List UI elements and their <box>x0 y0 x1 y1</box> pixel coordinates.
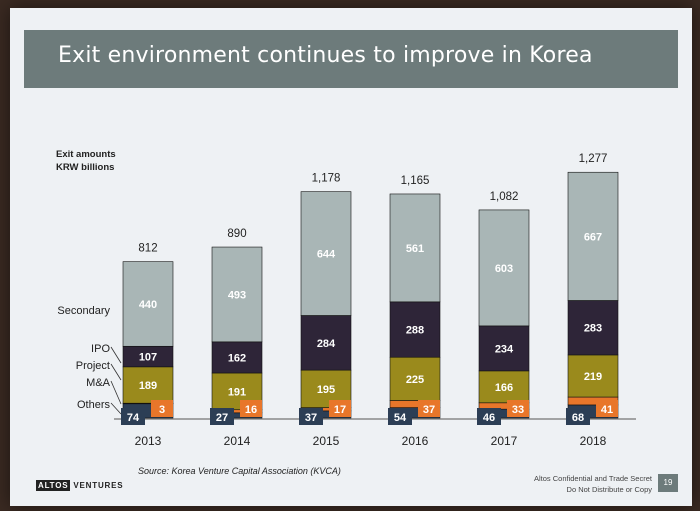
data-label-others-2018: 68 <box>572 412 584 424</box>
label-box-others-2013 <box>121 408 145 425</box>
data-label-project-2016: 225 <box>406 374 424 386</box>
data-label-ipo-2013: 107 <box>139 352 157 364</box>
slide-title: Exit environment continues to improve in… <box>58 43 593 68</box>
bar-secondary-2013 <box>122 261 174 347</box>
legend-connector-ipo <box>110 346 122 364</box>
label-box-others-2018 <box>566 408 590 425</box>
data-label-ipo-2018: 283 <box>584 323 602 335</box>
x-tick-label-2015: 2015 <box>313 434 340 448</box>
total-label-2018: 1,277 <box>579 153 608 165</box>
bar-secondary-2014 <box>211 246 263 343</box>
bar-project-2018 <box>567 354 619 398</box>
data-label-others-2015: 37 <box>305 412 317 424</box>
x-tick-label-2018: 2018 <box>580 434 607 448</box>
title-bar: Exit environment continues to improve in… <box>24 30 678 88</box>
data-label-project-2018: 219 <box>584 371 602 383</box>
label-box-ma-2016 <box>418 400 440 417</box>
x-tick-label-2016: 2016 <box>402 434 429 448</box>
label-box-ma-2014 <box>240 400 262 417</box>
data-label-ma-2013: 3 <box>159 404 165 416</box>
label-box-ma-2015 <box>329 400 351 417</box>
total-label-2017: 1,082 <box>490 191 519 203</box>
confidential-line-1: Altos Confidential and Trade Secret <box>534 474 652 483</box>
y-axis-label-line: Exit amounts <box>56 149 116 160</box>
legend-m-a: M&A <box>86 377 111 389</box>
legend-connector-m-a <box>110 380 122 405</box>
bar-secondary-2016 <box>389 193 441 303</box>
x-tick-label-2017: 2017 <box>491 434 518 448</box>
bar-ipo-2016 <box>389 301 441 358</box>
label-box-others-2015 <box>299 408 323 425</box>
legend-connector-project <box>110 363 122 381</box>
confidential-note: Altos Confidential and Trade Secret Do N… <box>534 473 652 495</box>
data-label-project-2017: 166 <box>495 382 513 394</box>
data-label-secondary-2013: 440 <box>139 299 157 311</box>
data-label-ipo-2017: 234 <box>495 343 514 355</box>
data-label-others-2016: 54 <box>394 412 407 424</box>
data-label-secondary-2017: 603 <box>495 263 513 275</box>
label-box-ma-2013 <box>151 400 173 417</box>
confidential-line-2: Do Not Distribute or Copy <box>566 485 652 494</box>
logo-word-altos: ALTOS <box>36 480 71 491</box>
label-box-ma-2017 <box>507 400 529 417</box>
bar-project-2017 <box>478 370 530 404</box>
data-label-others-2017: 46 <box>483 412 495 424</box>
data-label-secondary-2015: 644 <box>317 249 336 261</box>
data-label-secondary-2016: 561 <box>406 243 424 255</box>
data-label-project-2014: 191 <box>228 386 246 398</box>
label-box-ma-2018 <box>596 400 618 417</box>
data-label-ipo-2016: 288 <box>406 325 424 337</box>
data-label-ipo-2014: 162 <box>228 352 246 364</box>
logo-word-ventures: VENTURES <box>73 481 124 490</box>
data-label-ma-2014: 16 <box>245 404 257 416</box>
altos-ventures-logo: ALTOS VENTURES <box>36 480 124 491</box>
x-tick-label-2014: 2014 <box>224 434 251 448</box>
legend-connector-others <box>110 402 122 415</box>
data-label-ma-2015: 17 <box>334 404 346 416</box>
total-label-2014: 890 <box>227 228 246 240</box>
label-box-others-2016 <box>388 408 412 425</box>
data-label-secondary-2014: 493 <box>228 289 246 301</box>
data-label-project-2013: 189 <box>139 380 157 392</box>
slide: Exit environment continues to improve in… <box>10 8 692 506</box>
data-label-others-2014: 27 <box>216 412 228 424</box>
data-label-project-2015: 195 <box>317 384 335 396</box>
data-label-others-2013: 74 <box>127 412 140 424</box>
data-label-ma-2018: 41 <box>601 404 613 416</box>
bar-ipo-2014 <box>211 341 263 374</box>
data-label-ma-2017: 33 <box>512 404 524 416</box>
legend-secondary: Secondary <box>57 305 110 317</box>
exit-amounts-chart: Exit amounts KRW billions 189 107 440 74 3 812 2… <box>56 149 636 448</box>
data-label-ipo-2015: 284 <box>317 338 336 350</box>
total-label-2015: 1,178 <box>312 173 341 185</box>
source-note: Source: Korea Venture Capital Associatio… <box>138 466 341 476</box>
bar-ipo-2015 <box>300 315 352 371</box>
total-label-2016: 1,165 <box>401 175 430 187</box>
bar-project-2016 <box>389 356 441 401</box>
data-label-ma-2016: 37 <box>423 404 435 416</box>
x-tick-label-2013: 2013 <box>135 434 162 448</box>
y-axis-label-line: KRW billions <box>56 162 114 173</box>
label-box-others-2017 <box>477 408 501 425</box>
total-label-2013: 812 <box>138 243 157 255</box>
bar-ipo-2017 <box>478 325 530 372</box>
bar-secondary-2017 <box>478 209 530 327</box>
bar-secondary-2018 <box>567 171 619 301</box>
legend-project: Project <box>76 360 110 372</box>
page-number: 19 <box>658 474 678 492</box>
bar-secondary-2015 <box>300 191 352 316</box>
bar-project-2013 <box>122 366 174 404</box>
bar-ipo-2018 <box>567 300 619 356</box>
legend-others: Others <box>77 399 111 411</box>
label-box-others-2014 <box>210 408 234 425</box>
legend-ipo: IPO <box>91 343 110 355</box>
data-label-secondary-2018: 667 <box>584 231 602 243</box>
